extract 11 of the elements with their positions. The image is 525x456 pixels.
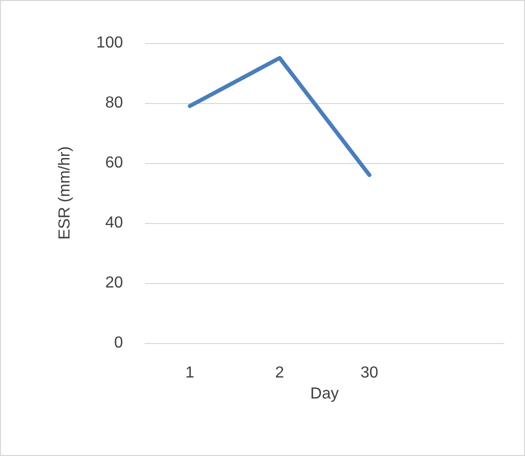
y-tick-label: 0 bbox=[114, 334, 124, 352]
y-tick-label: 80 bbox=[105, 94, 124, 112]
x-axis-title: Day bbox=[310, 385, 339, 402]
y-tick-label: 40 bbox=[105, 214, 124, 232]
y-tick-label: 100 bbox=[96, 34, 124, 52]
y-tick-label: 20 bbox=[105, 274, 124, 292]
x-tick-label: 30 bbox=[360, 364, 378, 382]
y-axis-title: ESR (mm/hr) bbox=[56, 146, 74, 240]
x-tick-label: 1 bbox=[185, 364, 194, 382]
x-tick-label: 2 bbox=[275, 364, 284, 382]
y-tick-label: 60 bbox=[105, 154, 124, 172]
